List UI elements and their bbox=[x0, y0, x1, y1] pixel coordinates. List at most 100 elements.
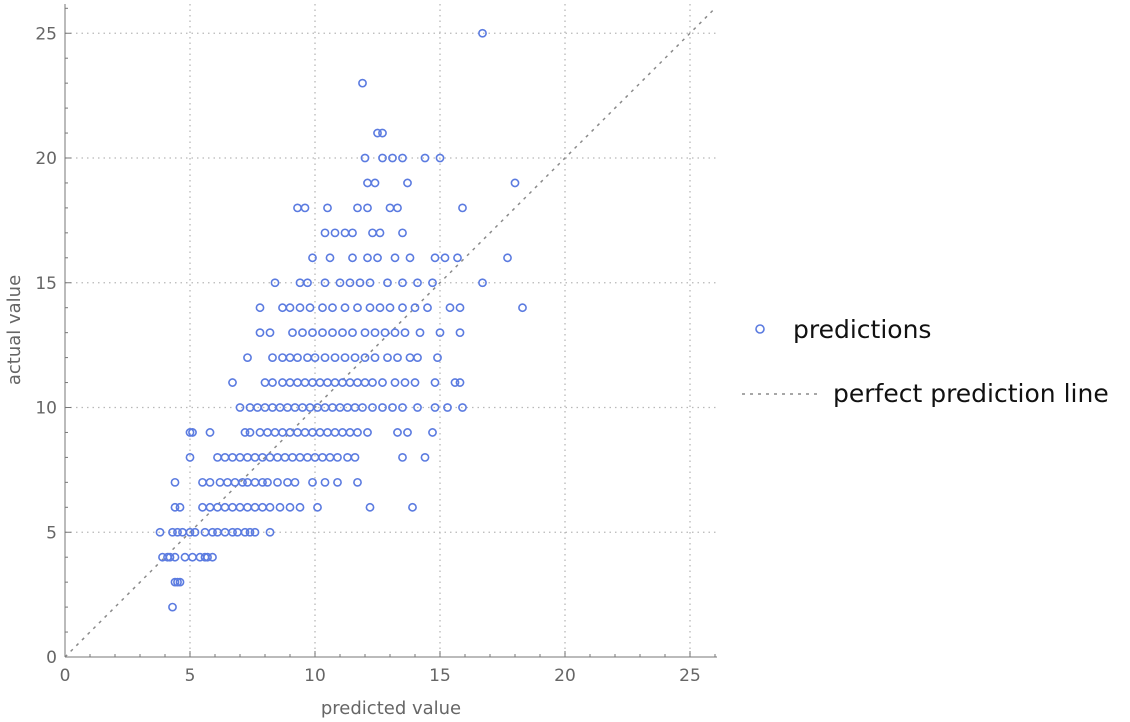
data-point bbox=[353, 378, 362, 387]
data-point bbox=[285, 502, 295, 512]
data-point bbox=[343, 403, 352, 412]
data-point bbox=[285, 428, 295, 437]
prediction-points bbox=[155, 28, 527, 612]
data-point bbox=[350, 452, 360, 462]
data-point bbox=[188, 428, 197, 437]
data-point bbox=[320, 353, 330, 362]
data-point bbox=[168, 527, 177, 537]
data-point bbox=[220, 502, 230, 512]
data-point bbox=[308, 477, 317, 487]
data-point bbox=[368, 378, 377, 387]
data-point bbox=[413, 353, 422, 362]
legend-marker-predictions bbox=[755, 324, 765, 334]
data-point bbox=[330, 378, 340, 387]
data-point bbox=[228, 502, 237, 512]
data-point bbox=[310, 452, 320, 462]
data-point bbox=[323, 203, 332, 213]
data-point bbox=[398, 452, 407, 462]
data-point bbox=[453, 253, 462, 263]
data-point bbox=[213, 452, 222, 462]
data-point bbox=[245, 527, 255, 537]
data-point bbox=[265, 328, 275, 338]
data-point bbox=[298, 328, 307, 338]
data-point bbox=[350, 353, 360, 362]
data-point bbox=[373, 253, 382, 263]
data-point bbox=[400, 378, 410, 387]
data-point bbox=[458, 403, 467, 412]
data-point bbox=[355, 278, 365, 288]
data-point bbox=[250, 452, 260, 462]
data-point bbox=[250, 502, 260, 512]
y-tick-label: 0 bbox=[46, 648, 57, 668]
data-point bbox=[455, 378, 465, 387]
data-point bbox=[228, 452, 237, 462]
data-point bbox=[503, 253, 512, 263]
data-point bbox=[405, 253, 415, 263]
y-tick-label: 5 bbox=[46, 523, 57, 543]
data-point bbox=[398, 403, 407, 412]
data-point bbox=[255, 328, 265, 338]
data-point bbox=[250, 477, 260, 487]
data-point bbox=[345, 378, 355, 387]
data-point bbox=[313, 502, 322, 512]
data-point bbox=[290, 477, 300, 487]
data-point bbox=[320, 228, 330, 238]
data-point bbox=[430, 253, 440, 263]
data-point bbox=[383, 353, 392, 362]
data-point bbox=[170, 552, 180, 562]
data-point bbox=[308, 428, 317, 437]
data-point bbox=[280, 452, 290, 462]
data-point bbox=[300, 203, 310, 213]
data-point bbox=[323, 428, 332, 437]
data-point bbox=[368, 403, 377, 412]
data-point bbox=[175, 502, 185, 512]
data-point bbox=[238, 477, 247, 487]
data-point bbox=[420, 153, 430, 163]
data-point bbox=[275, 502, 285, 512]
data-point bbox=[390, 378, 400, 387]
data-point bbox=[295, 303, 305, 313]
data-point bbox=[213, 502, 222, 512]
data-point bbox=[365, 303, 375, 313]
data-point bbox=[325, 253, 335, 263]
data-point bbox=[378, 378, 387, 387]
data-point bbox=[370, 328, 380, 338]
data-point bbox=[208, 527, 217, 537]
data-point bbox=[518, 303, 527, 313]
data-point bbox=[363, 253, 372, 263]
data-point bbox=[353, 428, 362, 437]
data-point bbox=[308, 253, 317, 263]
data-point bbox=[353, 477, 362, 487]
data-point bbox=[323, 378, 332, 387]
data-point bbox=[360, 153, 370, 163]
data-point bbox=[348, 253, 357, 263]
data-point bbox=[265, 452, 275, 462]
data-point bbox=[165, 552, 175, 562]
legend: predictions perfect prediction line bbox=[742, 315, 1109, 408]
data-point bbox=[403, 428, 412, 437]
data-point bbox=[363, 203, 372, 213]
perfect-prediction-line bbox=[64, 7, 716, 658]
data-point bbox=[285, 353, 295, 362]
data-point bbox=[235, 452, 245, 462]
y-axis-ticks: 0 5 10 15 20 25 bbox=[35, 7, 71, 668]
data-point bbox=[185, 527, 195, 537]
data-point bbox=[250, 527, 260, 537]
data-point bbox=[383, 278, 392, 288]
data-point bbox=[410, 303, 420, 313]
data-point bbox=[388, 403, 397, 412]
data-point bbox=[265, 527, 275, 537]
data-point bbox=[258, 477, 267, 487]
data-point bbox=[358, 78, 367, 88]
data-point bbox=[458, 203, 467, 213]
x-tick-label: 20 bbox=[554, 666, 576, 686]
data-point bbox=[200, 527, 210, 537]
data-point bbox=[405, 353, 415, 362]
data-point bbox=[393, 353, 402, 362]
data-point bbox=[290, 403, 300, 412]
y-axis-label: actual value bbox=[4, 275, 25, 385]
data-point bbox=[340, 303, 350, 313]
data-point bbox=[340, 353, 350, 362]
data-point bbox=[240, 527, 250, 537]
